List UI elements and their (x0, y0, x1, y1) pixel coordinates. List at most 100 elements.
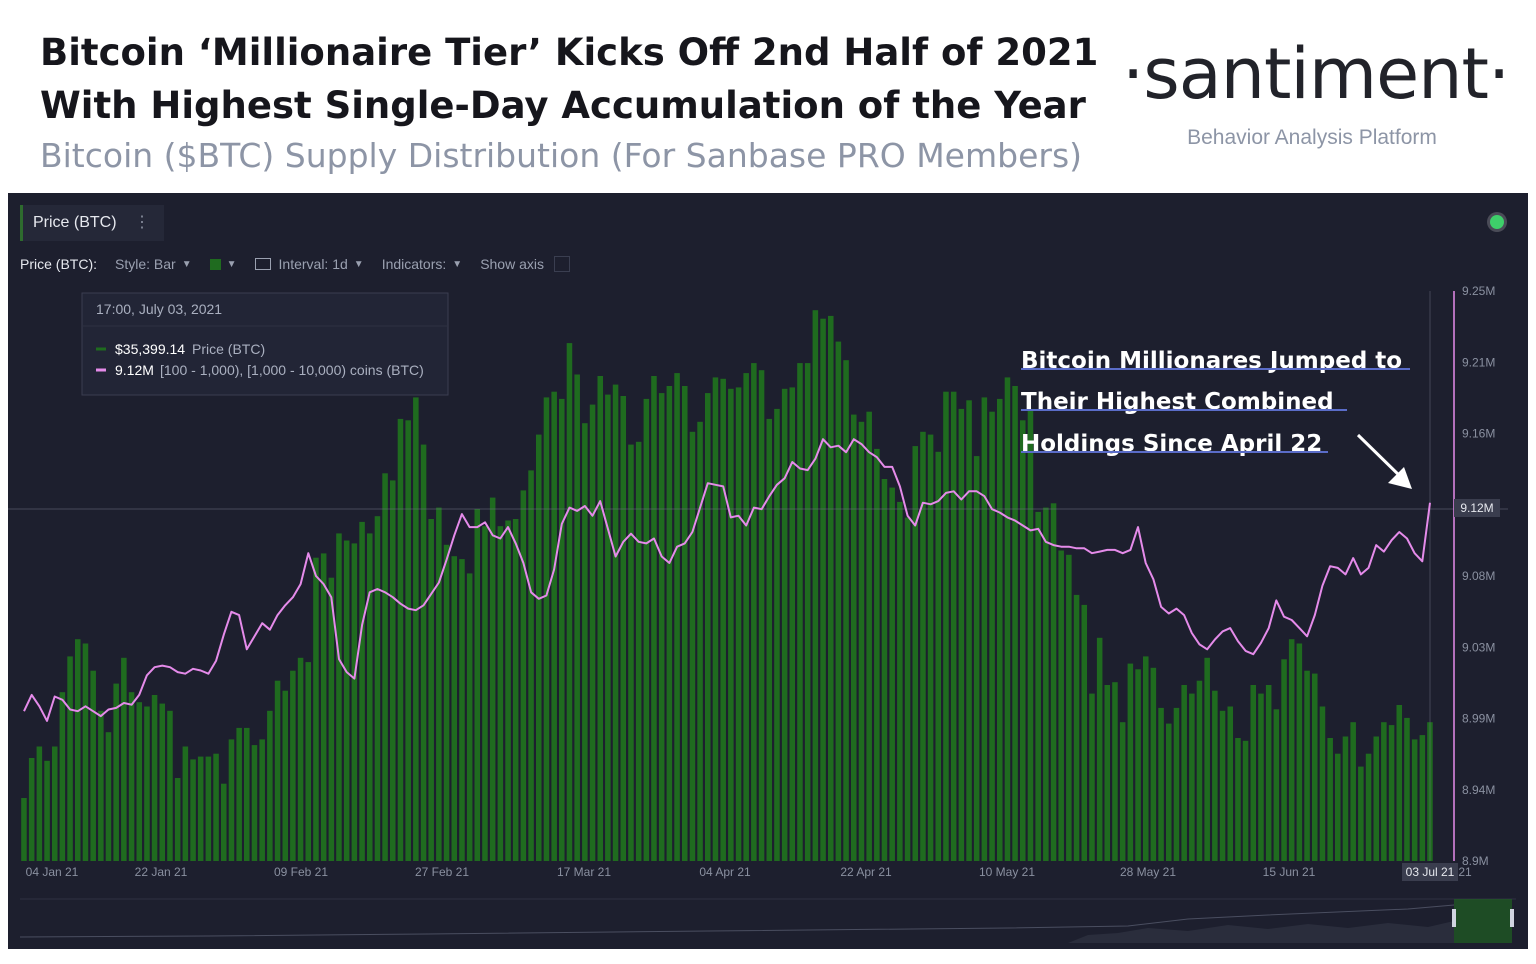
price-bar (597, 376, 604, 861)
price-bar (221, 783, 227, 861)
price-bar (943, 391, 949, 861)
price-bar (21, 798, 27, 861)
navigator-selection[interactable] (1454, 899, 1512, 943)
price-bar (1319, 706, 1326, 861)
price-bar (1143, 656, 1149, 861)
price-bar (874, 448, 880, 861)
indicators-dropdown[interactable]: Indicators: ▼ (382, 256, 463, 272)
price-bar (789, 387, 796, 861)
price-bar (973, 456, 980, 861)
x-tick-label: 09 Feb 21 (274, 865, 328, 879)
price-bar (282, 690, 289, 861)
price-bar (159, 703, 166, 861)
page-subtitle: Bitcoin ($BTC) Supply Distribution (For … (40, 136, 1083, 175)
price-bar (236, 727, 242, 861)
price-bar (1350, 722, 1356, 861)
indicators-dropdown-label: Indicators: (381, 256, 447, 272)
x-tick-label: 28 May 21 (1120, 865, 1176, 879)
price-bar (1196, 680, 1203, 861)
price-bar (328, 577, 335, 861)
tooltip-price-label: Price (BTC) (192, 341, 265, 357)
price-bar (697, 421, 703, 861)
price-bar (1242, 740, 1249, 861)
metric-chip[interactable]: Price (BTC) ⋮ (20, 205, 164, 241)
price-bar (528, 470, 534, 861)
x-axis-ticks: 04 Jan 21 22 Jan 21 09 Feb 21 27 Feb 21 17 M… (26, 865, 1472, 879)
price-bar (82, 643, 89, 861)
price-bar (121, 657, 127, 861)
price-bar (320, 553, 327, 861)
interval-dropdown[interactable]: Interval: 1d ▼ (254, 256, 364, 272)
price-bar (1358, 766, 1364, 861)
brand-name: ·santiment· (1122, 33, 1510, 115)
price-bar (912, 446, 919, 861)
price-bar (1411, 739, 1418, 861)
x-tick-label: 27 Feb 21 (415, 865, 469, 879)
price-bar (559, 398, 565, 861)
more-options-icon[interactable]: ⋮ (134, 214, 150, 231)
price-bar (390, 480, 396, 861)
price-bar (1066, 554, 1072, 861)
style-dropdown[interactable]: Style: Bar ▼ (115, 256, 192, 272)
price-bar (512, 519, 519, 861)
metric-chip-label: Price (BTC) (33, 214, 117, 231)
price-bar (1235, 738, 1241, 861)
price-bar (351, 543, 358, 861)
price-bar (382, 473, 388, 861)
price-bar (536, 434, 542, 861)
navigator-right-handle[interactable] (1510, 909, 1514, 927)
style-dropdown-label: Style: Bar (115, 256, 176, 272)
x-tick-label: 04 Jan 21 (26, 865, 79, 879)
price-bar (689, 431, 696, 861)
price-bar (643, 398, 650, 861)
price-bar (620, 396, 627, 861)
navigator-left-handle[interactable] (1452, 909, 1456, 927)
chart-canvas[interactable]: 9.25M9.21M9.16M9.08M9.03M8.99M8.94M8.9M … (8, 193, 1528, 949)
color-swatch (209, 258, 221, 270)
price-bar (44, 760, 50, 861)
chart-toolbar: Price (BTC): Style: Bar ▼ ▼ Interval: 1d ▼… (20, 255, 588, 273)
price-bar (436, 507, 442, 861)
price-bar (367, 533, 373, 861)
price-bar (1381, 722, 1387, 861)
price-bar (397, 418, 404, 861)
price-bar (1035, 511, 1041, 861)
price-bar (1288, 639, 1295, 861)
price-bar (804, 363, 811, 861)
price-bar (635, 441, 642, 861)
price-bar (889, 487, 895, 861)
price-bar (67, 656, 73, 861)
show-axis-checkbox[interactable] (554, 256, 570, 272)
x-tick-label: 04 Apr 21 (699, 865, 751, 879)
price-bar (935, 451, 942, 861)
price-bar (712, 377, 719, 861)
tooltip-time: 17:00, July 03, 2021 (96, 301, 222, 317)
price-bar (1089, 693, 1095, 861)
color-picker[interactable]: ▼ (209, 258, 237, 270)
y-axis-ticks: 9.25M 9.21M 9.16M 9.08M 9.03M 8.99M 8.94M 8.9M (1462, 284, 1495, 868)
price-bar (505, 520, 511, 861)
price-bar (343, 540, 350, 861)
price-bar (105, 732, 112, 861)
holdings-line (23, 438, 1431, 722)
price-bar (1127, 663, 1134, 861)
price-bar (1166, 723, 1172, 861)
navigator[interactable] (19, 898, 1516, 943)
x-tick-label: 17 Mar 21 (557, 865, 611, 879)
price-bar (1327, 738, 1333, 861)
price-bar (151, 695, 158, 861)
price-bar (997, 398, 1003, 861)
price-bar (851, 414, 857, 861)
price-bar (374, 516, 381, 861)
x-tick-label: 21 (1458, 865, 1472, 879)
price-bar (1119, 722, 1126, 861)
show-axis-toggle[interactable]: Show axis (480, 256, 570, 272)
show-axis-label: Show axis (480, 256, 544, 272)
price-bar (1081, 604, 1088, 861)
price-bar (1181, 685, 1187, 861)
price-bar (1419, 735, 1426, 861)
price-bar (1104, 685, 1111, 861)
price-bar (482, 526, 488, 861)
price-bar (459, 559, 465, 861)
brand-logo: ·santiment· Behavior Analysis Platform (1122, 30, 1510, 150)
